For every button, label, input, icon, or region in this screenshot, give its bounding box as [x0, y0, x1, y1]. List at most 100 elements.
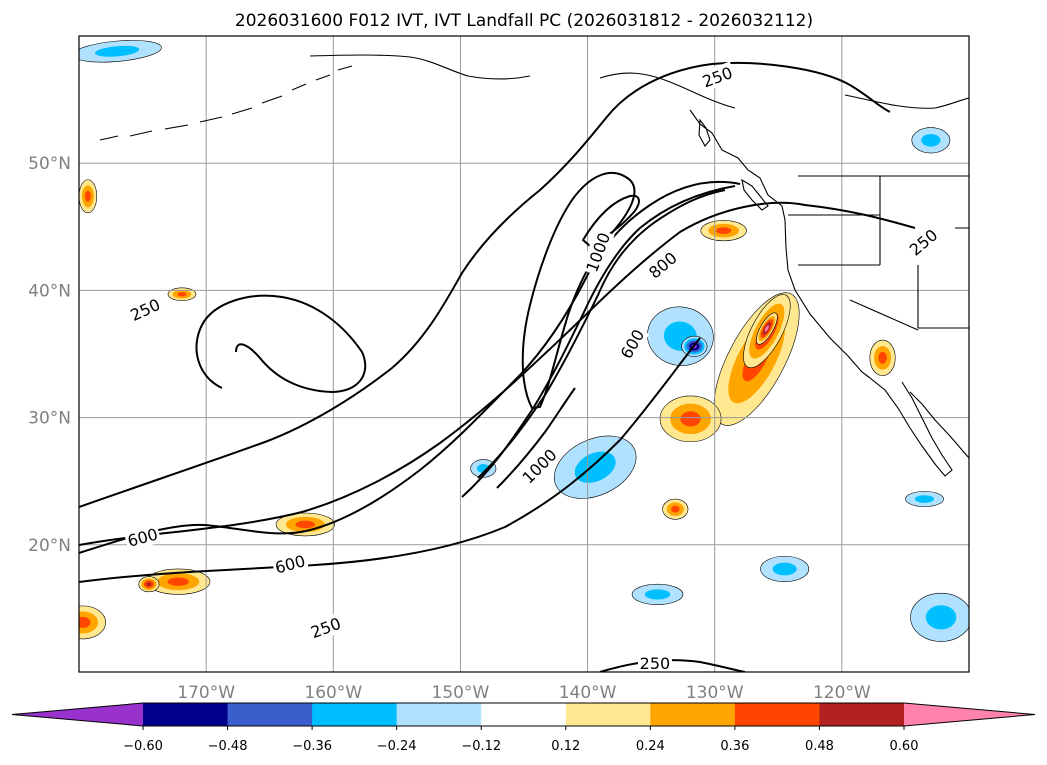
colorbar-tick-label: 0.60	[890, 739, 919, 754]
x-tick-label: 140°W	[559, 683, 617, 703]
anomaly-feature	[631, 583, 684, 605]
colorbar-segment	[650, 703, 736, 726]
colorbar-segment	[819, 703, 905, 726]
y-tick-label: 50°N	[28, 154, 71, 174]
map-frame	[78, 35, 970, 673]
anomaly-fill-layer	[79, 40, 969, 642]
colorbar-segment	[312, 703, 398, 726]
anomaly-feature	[79, 605, 106, 640]
y-tick-label: 20°N	[28, 536, 71, 556]
ivt-contour-250-loop	[195, 294, 367, 394]
chart-title: 2026031600 F012 IVT, IVT Landfall PC (20…	[235, 11, 813, 31]
anomaly-level-2	[914, 495, 935, 503]
anomaly-level-3	[715, 227, 732, 235]
state-borders	[788, 176, 969, 331]
contour-label-bg	[580, 228, 615, 277]
anomaly-feature	[910, 592, 969, 642]
anomaly-feature	[79, 40, 162, 63]
anomaly-level-3	[177, 292, 187, 297]
y-tick-label: 40°N	[28, 281, 71, 301]
colorbar-tick-label: −0.48	[208, 739, 248, 754]
contour-label-bg	[123, 523, 162, 552]
colorbar-extend-max	[904, 703, 1035, 726]
colorbar-segment	[143, 703, 229, 726]
anomaly-feature	[167, 287, 197, 301]
gulf-of-alaska-coast	[599, 72, 736, 109]
anomaly-feature	[470, 459, 497, 478]
contour-label: 250	[640, 654, 671, 673]
colorbar-tick-label: 0.24	[636, 739, 665, 754]
anomaly-level-2	[921, 133, 941, 147]
us-west-coast	[784, 219, 871, 379]
ivt-contour-250-south	[79, 337, 701, 583]
anomaly-level-3	[79, 616, 91, 628]
contour-label-bg	[614, 324, 650, 364]
anomaly-level-3	[680, 411, 701, 427]
colorbar-tick-label: −0.12	[461, 739, 501, 754]
contour-label-group: 250	[637, 653, 672, 673]
colorbar-tick-label: 0.48	[805, 739, 834, 754]
colorbar: −0.60 −0.48 −0.36 −0.24 −0.12 0.12 0.24 0.36 0.4…	[11, 702, 1036, 754]
anomaly-feature	[756, 312, 778, 345]
anomaly-feature	[659, 395, 722, 443]
mexico-coast	[909, 391, 969, 459]
anomaly-level-2	[94, 45, 140, 57]
anomaly-level-2	[772, 562, 797, 576]
y-axis-ticks: 20°N 30°N 40°N 50°N	[28, 154, 71, 556]
ivt-contour-250-outer	[79, 61, 891, 508]
anomaly-level-4	[146, 582, 152, 587]
anomaly-feature	[869, 339, 896, 376]
anomaly-feature	[146, 568, 211, 595]
colorbar-tick-label: −0.36	[292, 739, 332, 754]
anomaly-level-3	[167, 577, 189, 586]
contour-label-bg	[516, 443, 562, 489]
aleutian-islands	[99, 65, 353, 141]
anomaly-level-3	[295, 520, 316, 529]
atmospheric-river-feature	[553, 435, 637, 499]
anomaly-feature	[700, 220, 747, 242]
ivt-contour-800	[477, 189, 726, 479]
x-tick-label: 130°W	[686, 683, 744, 703]
ivt-contour-600-a	[79, 180, 741, 554]
colorbar-segment	[734, 703, 820, 726]
ivt-contour-1000-loop	[521, 171, 636, 410]
anomaly-feature	[760, 555, 810, 582]
anomaly-level-2	[925, 605, 957, 630]
anomaly-level-5	[764, 325, 769, 332]
contour-label-bg	[306, 612, 346, 643]
colorbar-tick-label: −0.24	[377, 739, 417, 754]
anomaly-feature	[905, 491, 944, 507]
x-tick-label: 120°W	[813, 683, 871, 703]
contour-label-group: 600	[123, 523, 162, 552]
contour-label-bg	[271, 549, 310, 578]
anomaly-level-3	[671, 505, 680, 513]
baja-california	[869, 377, 953, 477]
y-tick-label: 30°N	[28, 409, 71, 429]
contour-label-bg	[697, 61, 737, 92]
x-tick-label: 160°W	[304, 683, 362, 703]
anomaly-level-3	[878, 351, 887, 364]
ivt-contour-250-bottom	[599, 659, 746, 672]
colorbar-tick-label: −0.60	[123, 739, 163, 754]
hudson-bay-coast	[844, 94, 969, 109]
gridlines	[79, 36, 969, 672]
anomaly-level-3	[84, 190, 91, 202]
x-tick-label: 150°W	[432, 683, 490, 703]
colorbar-segment	[565, 703, 651, 726]
contour-label-bg	[903, 223, 943, 261]
x-axis-ticks: 170°W 160°W 150°W 140°W 130°W 120°W	[177, 683, 871, 703]
colorbar-tick-label: 0.36	[720, 739, 749, 754]
anomaly-feature	[138, 576, 160, 593]
colorbar-segment	[396, 703, 482, 726]
vancouver-island	[741, 178, 769, 211]
anomaly-level-2	[644, 589, 671, 600]
x-tick-label: 170°W	[177, 683, 235, 703]
colorbar-tick-label: 0.12	[551, 739, 580, 754]
anomaly-feature	[79, 179, 98, 214]
coastlines-layer	[99, 54, 969, 477]
colorbar-segment	[227, 703, 313, 726]
ivt-contours-layer	[79, 61, 916, 672]
colorbar-segment	[481, 703, 567, 726]
